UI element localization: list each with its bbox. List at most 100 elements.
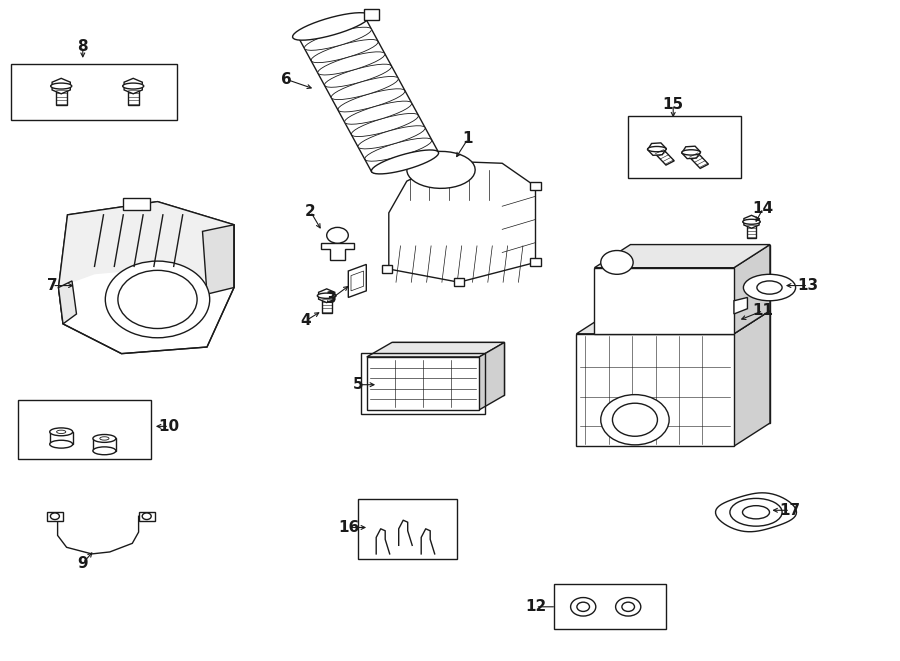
Bar [382, 265, 392, 273]
Text: 12: 12 [525, 600, 546, 614]
Polygon shape [319, 289, 335, 303]
Circle shape [613, 403, 657, 436]
Polygon shape [50, 432, 73, 444]
Polygon shape [324, 64, 392, 87]
Polygon shape [744, 215, 759, 228]
Polygon shape [392, 342, 504, 395]
Polygon shape [202, 225, 234, 294]
Text: 5: 5 [353, 377, 364, 392]
Polygon shape [58, 202, 234, 354]
Text: 13: 13 [797, 278, 819, 293]
Polygon shape [734, 311, 770, 446]
Circle shape [118, 270, 197, 329]
Ellipse shape [577, 602, 590, 611]
Polygon shape [372, 150, 438, 174]
Polygon shape [367, 357, 479, 410]
Polygon shape [367, 342, 504, 357]
Polygon shape [389, 161, 536, 282]
Polygon shape [58, 202, 234, 288]
Polygon shape [93, 438, 116, 451]
Polygon shape [358, 126, 425, 149]
Polygon shape [351, 114, 418, 137]
Ellipse shape [616, 598, 641, 616]
Bar [361, 353, 484, 414]
Ellipse shape [50, 428, 73, 436]
Ellipse shape [93, 434, 116, 442]
Polygon shape [687, 150, 708, 169]
Polygon shape [331, 77, 398, 100]
Polygon shape [298, 15, 365, 38]
Polygon shape [747, 222, 756, 237]
Text: 6: 6 [281, 72, 292, 87]
Ellipse shape [742, 506, 770, 519]
Polygon shape [321, 295, 332, 313]
Circle shape [327, 227, 348, 243]
Text: 3: 3 [326, 292, 337, 306]
Polygon shape [311, 40, 378, 63]
Polygon shape [716, 493, 796, 531]
Text: 8: 8 [77, 39, 88, 54]
Text: 9: 9 [77, 556, 88, 570]
Polygon shape [734, 245, 770, 334]
Bar [530, 182, 541, 190]
Polygon shape [128, 86, 139, 105]
Circle shape [50, 513, 59, 520]
Bar [18, 400, 151, 459]
Polygon shape [58, 516, 139, 554]
Bar [554, 584, 666, 629]
Bar [454, 278, 464, 286]
Polygon shape [613, 311, 770, 423]
Text: 2: 2 [305, 204, 316, 219]
Polygon shape [576, 334, 734, 446]
Ellipse shape [571, 598, 596, 616]
Circle shape [601, 395, 670, 445]
Polygon shape [364, 138, 432, 161]
Circle shape [601, 251, 634, 274]
Polygon shape [348, 264, 366, 297]
Polygon shape [345, 101, 411, 124]
Polygon shape [594, 245, 770, 268]
Polygon shape [576, 311, 770, 334]
Ellipse shape [57, 430, 66, 434]
Bar [47, 512, 63, 521]
Circle shape [142, 513, 151, 520]
Bar [628, 116, 741, 178]
Ellipse shape [100, 437, 109, 440]
Ellipse shape [122, 83, 144, 89]
Polygon shape [52, 79, 70, 94]
Polygon shape [338, 89, 405, 112]
Polygon shape [630, 245, 770, 311]
Bar [530, 258, 541, 266]
Ellipse shape [50, 440, 73, 448]
Polygon shape [304, 27, 372, 50]
Text: 11: 11 [752, 303, 774, 318]
Polygon shape [124, 79, 142, 94]
Polygon shape [318, 52, 385, 75]
Text: 17: 17 [779, 503, 801, 518]
Ellipse shape [743, 274, 796, 301]
Text: 14: 14 [752, 201, 774, 215]
Ellipse shape [682, 150, 700, 155]
Text: 16: 16 [338, 520, 360, 535]
Ellipse shape [50, 83, 72, 89]
Text: 4: 4 [301, 313, 311, 328]
Bar [123, 198, 150, 210]
Text: 10: 10 [158, 419, 180, 434]
Bar [364, 9, 379, 20]
Bar [11, 64, 177, 120]
Bar [358, 499, 457, 559]
Polygon shape [734, 297, 747, 314]
Polygon shape [648, 143, 666, 155]
Ellipse shape [757, 281, 782, 294]
Polygon shape [321, 243, 354, 260]
Ellipse shape [318, 293, 336, 298]
Polygon shape [372, 151, 438, 174]
Text: 1: 1 [463, 132, 473, 146]
Ellipse shape [93, 447, 116, 455]
Circle shape [105, 261, 210, 338]
Text: 15: 15 [662, 97, 684, 112]
Ellipse shape [622, 602, 634, 611]
Polygon shape [58, 281, 76, 324]
Ellipse shape [648, 147, 666, 152]
Polygon shape [407, 151, 475, 188]
